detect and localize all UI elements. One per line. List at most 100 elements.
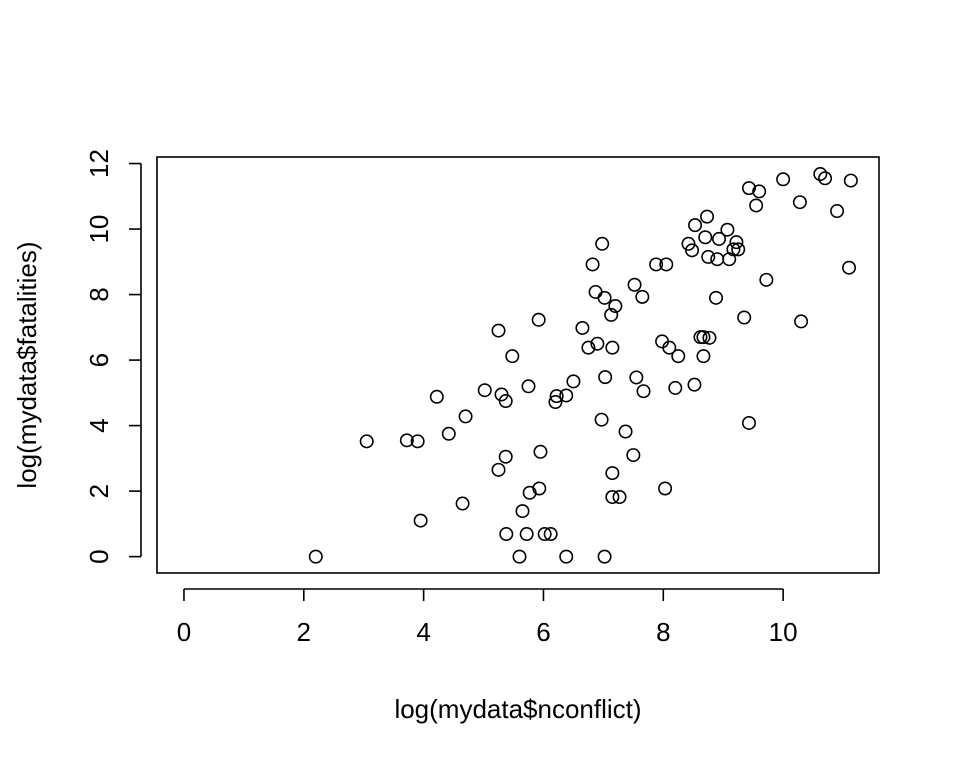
data-point	[533, 444, 548, 459]
y-tick-label: 2	[84, 484, 114, 498]
data-point	[499, 527, 514, 542]
data-point	[681, 236, 696, 251]
data-point	[709, 290, 724, 305]
y-axis: 0 2 4 6 8 10 12	[84, 149, 142, 564]
data-point	[700, 209, 715, 224]
y-axis-label: log(mydata$fatalities)	[12, 241, 42, 488]
data-point	[696, 330, 711, 345]
data-point	[597, 290, 612, 305]
data-point	[441, 426, 456, 441]
data-point	[543, 527, 558, 542]
data-point	[649, 257, 664, 272]
data-point	[537, 527, 552, 542]
data-point	[712, 231, 727, 246]
data-point	[491, 462, 506, 477]
data-point	[521, 379, 536, 394]
data-point	[605, 466, 620, 481]
data-point	[701, 249, 716, 264]
data-point	[737, 310, 752, 325]
data-point	[359, 434, 374, 449]
data-point	[549, 389, 564, 404]
data-point	[759, 272, 774, 287]
data-point	[668, 380, 683, 395]
data-point	[581, 340, 596, 355]
data-point	[843, 173, 858, 188]
y-tick-label: 8	[84, 287, 114, 301]
data-point	[413, 513, 428, 528]
data-point	[749, 198, 764, 213]
data-point	[477, 383, 492, 398]
points-layer	[308, 167, 858, 564]
data-point	[818, 171, 833, 186]
data-point	[458, 409, 473, 424]
data-point	[729, 235, 744, 250]
plot-frame	[156, 156, 880, 574]
data-point	[726, 242, 741, 257]
data-point	[687, 377, 702, 392]
data-point	[491, 323, 506, 338]
data-point	[575, 320, 590, 335]
data-point	[636, 384, 651, 399]
data-point	[455, 496, 470, 511]
data-point	[608, 299, 623, 314]
x-tick-label: 4	[416, 617, 430, 647]
x-tick-label: 0	[177, 617, 191, 647]
data-point	[588, 284, 603, 299]
data-point	[685, 243, 700, 258]
data-point	[627, 277, 642, 292]
data-point	[531, 312, 546, 327]
data-point	[595, 236, 610, 251]
y-tick-label: 0	[84, 549, 114, 563]
data-point	[308, 549, 323, 564]
data-point	[792, 195, 807, 210]
data-point	[498, 394, 513, 409]
data-point	[776, 172, 791, 187]
data-point	[429, 389, 444, 404]
data-point	[618, 424, 633, 439]
data-point	[696, 349, 711, 364]
data-point	[399, 433, 414, 448]
data-point	[830, 204, 845, 219]
data-point	[410, 434, 425, 449]
data-point	[604, 307, 619, 322]
data-point	[605, 490, 620, 505]
data-point	[548, 395, 563, 410]
data-point	[662, 340, 677, 355]
data-point	[741, 181, 756, 196]
x-tick-label: 10	[769, 617, 798, 647]
data-point	[559, 388, 574, 403]
data-point	[594, 412, 609, 427]
x-tick-label: 6	[536, 617, 550, 647]
data-point	[512, 549, 527, 564]
data-point	[612, 490, 627, 505]
data-point	[585, 257, 600, 272]
data-point	[698, 230, 713, 245]
y-tick-label: 10	[84, 215, 114, 244]
data-point	[605, 340, 620, 355]
data-point	[598, 370, 613, 385]
data-point	[515, 504, 530, 519]
data-point	[658, 481, 673, 496]
y-tick-label: 4	[84, 418, 114, 432]
data-point	[813, 167, 828, 182]
y-tick-label: 12	[84, 149, 114, 178]
data-point	[566, 374, 581, 389]
data-point	[629, 370, 644, 385]
data-point	[626, 448, 641, 463]
data-point	[842, 260, 857, 275]
data-point	[731, 242, 746, 257]
data-point	[519, 527, 534, 542]
data-point	[702, 330, 717, 345]
data-point	[559, 549, 574, 564]
data-point	[794, 314, 809, 329]
data-point	[720, 222, 735, 237]
x-tick-label: 8	[656, 617, 670, 647]
data-point	[498, 449, 513, 464]
data-point	[688, 218, 703, 233]
data-point	[752, 184, 767, 199]
data-point	[659, 257, 674, 272]
data-point	[590, 336, 605, 351]
x-axis: 0 2 4 6 8 10	[177, 588, 798, 647]
x-tick-label: 2	[297, 617, 311, 647]
